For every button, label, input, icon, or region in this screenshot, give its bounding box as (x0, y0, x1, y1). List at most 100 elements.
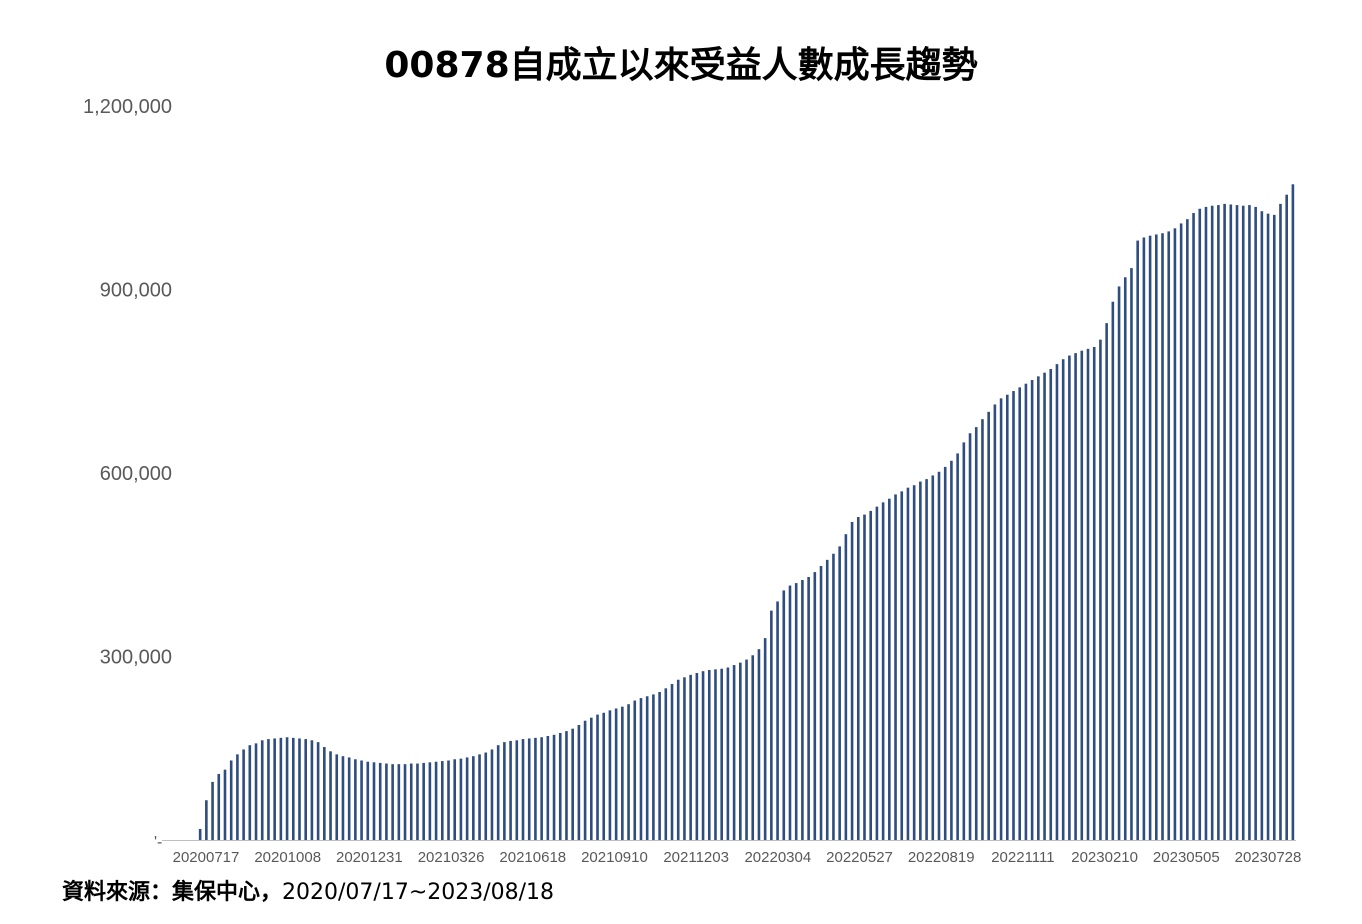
bar (1248, 205, 1251, 841)
bar (391, 764, 394, 840)
bar (242, 749, 245, 840)
bar (1173, 228, 1177, 840)
bar (409, 763, 413, 840)
bar (937, 471, 941, 840)
bar (1105, 323, 1108, 840)
bar (304, 739, 307, 840)
bar (248, 745, 252, 840)
bar (583, 720, 587, 840)
bar (999, 398, 1003, 840)
bar (285, 737, 289, 840)
bar (825, 559, 829, 840)
chart-title: 00878自成立以來受益人數成長趨勢 (384, 45, 978, 86)
bar (676, 679, 680, 840)
bar (1136, 240, 1139, 840)
bar (478, 754, 481, 840)
bar (832, 553, 835, 840)
x-tick-label: 20230210 (1071, 849, 1138, 866)
bar (534, 737, 537, 840)
bar (956, 453, 959, 840)
bar (447, 760, 450, 840)
bar (267, 739, 270, 840)
bar (658, 691, 661, 840)
bar (1086, 348, 1090, 840)
x-tick-label: 20210910 (581, 849, 648, 866)
bar (1217, 205, 1220, 841)
bar (614, 708, 618, 840)
bar (739, 662, 742, 840)
y-tick-label: 300,000 (100, 647, 172, 669)
source-range: 2020/07/17~2023/08/18 (282, 880, 555, 905)
bar (726, 667, 730, 840)
bar (788, 585, 792, 840)
bar (1285, 194, 1288, 840)
bar (602, 712, 606, 840)
bar (546, 736, 550, 840)
y-axis-labels: '- 300,000 600,000 900,000 1,200,000 (83, 96, 172, 851)
bar (974, 427, 978, 841)
bar (1229, 204, 1233, 841)
bar (1142, 237, 1146, 840)
bar (484, 752, 488, 840)
bar (1155, 234, 1158, 840)
bar (1204, 206, 1208, 841)
bar (1049, 369, 1053, 840)
bar (1148, 235, 1152, 841)
bar (1266, 213, 1270, 840)
bar (260, 740, 264, 840)
bar (894, 494, 897, 840)
bar (509, 740, 512, 840)
bar (639, 698, 643, 840)
bar (689, 674, 692, 840)
bar (552, 734, 556, 840)
bar (1279, 203, 1282, 840)
bar (844, 534, 848, 840)
bar (670, 684, 674, 840)
bar (1179, 223, 1183, 840)
source-note: 資料來源：集保中心，2020/07/17~2023/08/18 (62, 874, 554, 906)
bar (273, 738, 276, 840)
bar (645, 696, 649, 840)
bar (416, 763, 419, 840)
bar (856, 517, 860, 840)
bar (1161, 233, 1164, 841)
bar (1223, 203, 1226, 840)
bar (205, 800, 208, 840)
bar (596, 714, 599, 840)
bar (621, 706, 624, 840)
bar (1117, 286, 1121, 840)
bar (1099, 339, 1102, 840)
bar (633, 700, 637, 840)
bar (254, 743, 258, 840)
bar (229, 760, 233, 840)
bar (981, 419, 984, 840)
bar (745, 659, 748, 840)
bar (863, 514, 866, 840)
x-axis-labels: 20200717 20201008 20201231 20210326 20210618… (173, 849, 1302, 866)
bar (608, 710, 612, 840)
y-tick-label: 600,000 (100, 463, 172, 485)
bar (943, 466, 947, 840)
bar (472, 756, 475, 840)
bar (1111, 301, 1115, 841)
x-tick-label: 20210618 (499, 849, 566, 866)
bar (881, 502, 885, 840)
bar (1018, 387, 1022, 840)
bar (1074, 353, 1077, 840)
bar (1210, 205, 1214, 840)
bar (1068, 355, 1071, 840)
bar (565, 731, 568, 840)
bar (701, 671, 705, 840)
bar (912, 485, 916, 840)
bar (521, 739, 525, 840)
bar (1130, 268, 1133, 841)
bar (770, 610, 773, 841)
bar (422, 762, 425, 840)
bar (888, 498, 891, 840)
bar (496, 745, 500, 840)
bar (1260, 211, 1264, 840)
bar (310, 740, 314, 840)
bar (403, 764, 407, 840)
bar (720, 668, 723, 840)
